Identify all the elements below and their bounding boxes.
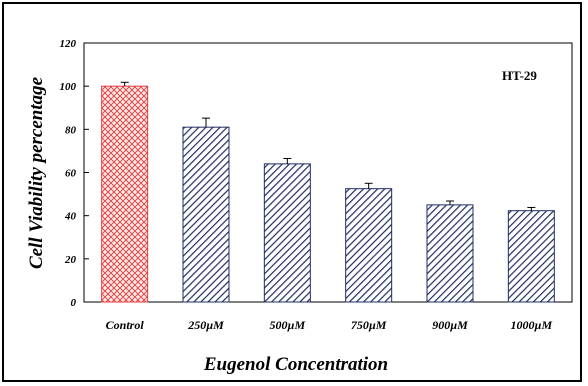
y-tick-label: 100	[60, 81, 77, 93]
x-tick-label: 500µM	[270, 318, 306, 332]
x-tick-label: 1000µM	[511, 318, 553, 332]
y-tick-label: 40	[64, 211, 77, 223]
y-tick-label: 60	[65, 168, 77, 180]
x-axis-title: Eugenol Concentration	[203, 354, 388, 375]
y-tick-label: 20	[64, 254, 77, 266]
annotation-label: HT-29	[502, 68, 537, 83]
plot-area	[83, 42, 573, 303]
bar-treatment	[426, 204, 474, 303]
y-tick-label: 80	[65, 124, 77, 136]
x-tick-label: 900µM	[432, 318, 468, 332]
bar-treatment	[507, 210, 555, 303]
y-axis-title: Cell Viability percentage	[26, 76, 47, 269]
bar-treatment	[345, 188, 393, 303]
x-tick-label: 250µM	[187, 318, 224, 332]
y-tick-label: 0	[71, 297, 77, 309]
x-tick-label: Control	[106, 318, 145, 332]
bar-treatment	[263, 163, 311, 303]
x-tick-label: 750µM	[351, 318, 387, 332]
bar-treatment	[182, 126, 230, 303]
y-tick-label: 120	[60, 38, 77, 50]
bar-control	[101, 85, 149, 303]
